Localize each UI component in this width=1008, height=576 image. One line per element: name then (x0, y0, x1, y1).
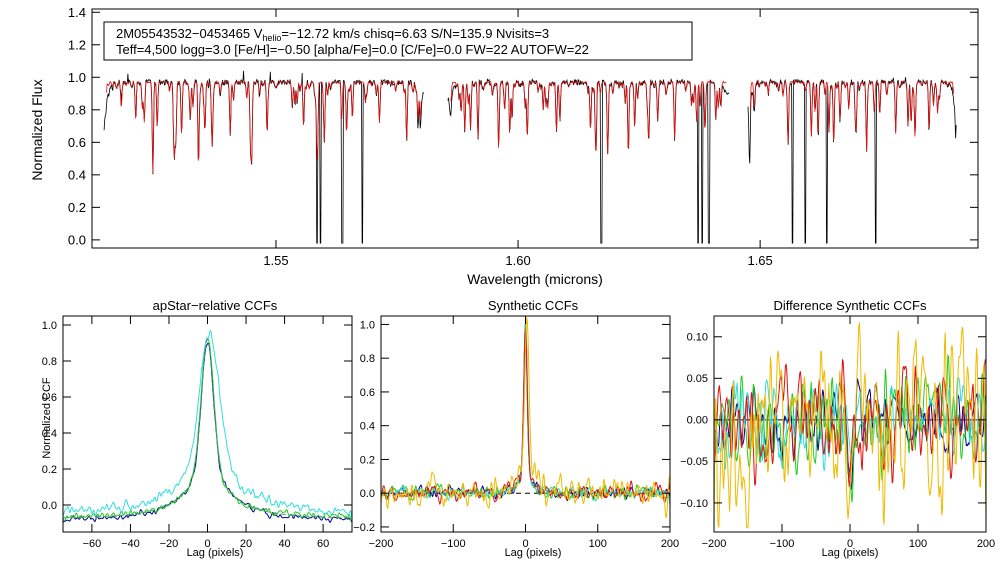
spectrum-ytick-label: 1.2 (68, 37, 86, 52)
ccf1-ytick-label: 1.0 (42, 320, 57, 332)
ccf3-ytick-label: −0.05 (680, 456, 708, 468)
ccf1-ytick-label: 0.8 (42, 356, 57, 368)
ccf1-xtick-label: −20 (160, 538, 179, 550)
annotation-helio-subscript: helio (262, 33, 281, 43)
ccf1-xtick-label: 40 (278, 538, 290, 550)
spectrum-ytick-label: 0.0 (68, 232, 86, 247)
spectrum-ytick-label: 0.2 (68, 200, 86, 215)
annotation-velocity-stats: =−12.72 km/s chisq=6.63 S/N=135.9 Nvisit… (281, 26, 549, 41)
ccf1-series-visit-1 (63, 342, 352, 523)
ccf1-ylabel: Normalized CCF (41, 377, 53, 459)
spectrum-observed-segment-3 (747, 76, 957, 244)
spectrum-axes-frame (91, 8, 979, 249)
ccf3-ytick-label: 0.00 (687, 415, 708, 427)
ccf1-series-visit-3 (63, 329, 352, 521)
ccf1-series-group (63, 329, 352, 523)
spectrum-xtick-label: 1.55 (263, 253, 288, 268)
ccf2-ytick-label: 0.8 (360, 353, 375, 365)
ccf1-xtick-label: 60 (317, 538, 329, 550)
spectrum-annotation-line2: Teff=4,500 logg=3.0 [Fe/H]=−0.50 [alpha/… (116, 42, 589, 57)
spectrum-ytick-label: 0.4 (68, 167, 86, 182)
ccf2-xtick-label: −200 (369, 538, 394, 550)
ccf3-xtick-label: −100 (770, 538, 795, 550)
ccf2-ytick-label: 0.2 (360, 454, 375, 466)
ccf3-xtick-label: 100 (909, 538, 927, 550)
ccf1-series-visit-2 (63, 338, 352, 522)
ccf1-ytick-label: 0.6 (42, 392, 57, 404)
ccf3-xlabel: Lag (pixels) (822, 547, 879, 559)
spectrum-xtick-label: 1.65 (747, 253, 772, 268)
spectrum-synthetic-segment-3 (750, 80, 955, 152)
ccf1-title: apStar−relative CCFs (153, 298, 278, 313)
ccf-panel-synthetic: Synthetic CCFs Lag (pixels) −200 −100 0 100… (353, 298, 679, 559)
spectrum-panel: 2M05543532−0453465 Vhelio=−12.72 km/s ch… (29, 5, 979, 287)
ccf-panel-difference: Difference Synthetic CCFs Lag (pixels) −… (680, 298, 995, 559)
ccf2-series-combined (381, 317, 670, 519)
spectrum-synthetic-segment-1 (106, 80, 422, 173)
ccf3-ytick-label: 0.05 (687, 373, 708, 385)
ccf2-title: Synthetic CCFs (488, 298, 579, 313)
ccf-panel-apstar: apStar−relative CCFs Lag (pixels) Normal… (41, 298, 353, 559)
ccf3-title: Difference Synthetic CCFs (774, 298, 927, 313)
ccf3-series-group (714, 322, 986, 529)
ccf2-ytick-label: 0.4 (360, 421, 375, 433)
ccf2-xtick-label: 200 (661, 538, 679, 550)
ccf1-ytick-label: 0.0 (42, 500, 57, 512)
ccf3-ytick-label: 0.10 (687, 332, 708, 344)
ccf2-xtick-label: 100 (589, 538, 607, 550)
spectrum-annotation-line1: 2M05543532−0453465 Vhelio=−12.72 km/s ch… (116, 26, 549, 43)
spectrum-ytick-label: 0.6 (68, 135, 86, 150)
ccf2-xtick-label: 0 (522, 538, 528, 550)
ccf1-xlabel: Lag (pixels) (187, 547, 244, 559)
ccf3-xtick-label: −200 (702, 538, 727, 550)
ccf3-series-combined (714, 322, 986, 529)
annotation-star-id: 2M05543532−0453465 V (116, 26, 263, 41)
spectrum-ytick-label: 0.8 (68, 102, 86, 117)
ccf3-xtick-label: 200 (977, 538, 995, 550)
spectrum-annotation-box (103, 21, 693, 61)
ccf1-xtick-label: 0 (204, 538, 210, 550)
ccf1-ytick-label: 0.2 (42, 464, 57, 476)
ccf3-series-visit-4 (714, 358, 986, 488)
spectrum-xlabel: Wavelength (microns) (467, 271, 603, 287)
ccf2-series-visit-4 (381, 328, 670, 505)
ccf2-ytick-label: −0.2 (353, 522, 375, 534)
ccf2-ytick-label: 0.6 (360, 387, 375, 399)
ccf1-ytick-label: 0.4 (42, 428, 57, 440)
spectrum-series-group (103, 70, 957, 244)
ccf1-xtick-label: −60 (83, 538, 102, 550)
ccf1-xtick-label: 20 (240, 538, 252, 550)
ccf2-ytick-label: 0.0 (360, 488, 375, 500)
ccf3-ytick-label: −0.10 (680, 498, 708, 510)
spectrum-ytick-label: 1.4 (68, 5, 86, 20)
spectrum-observed-segment-2 (447, 77, 730, 244)
spectrum-synthetic-segment-2 (450, 80, 727, 155)
ccf2-ytick-label: 1.0 (360, 319, 375, 331)
ccf1-series-combined (63, 338, 352, 519)
ccf3-xtick-label: 0 (847, 538, 853, 550)
ccf1-xtick-label: −40 (121, 538, 140, 550)
ccf2-xtick-label: −100 (441, 538, 466, 550)
spectrum-xtick-label: 1.60 (505, 253, 530, 268)
ccf2-xlabel: Lag (pixels) (505, 547, 562, 559)
spectrum-ytick-label: 1.0 (68, 70, 86, 85)
ccf2-series-group (381, 317, 670, 519)
spectrum-observed-segment-1 (103, 70, 424, 244)
ccf1-axes-frame (62, 315, 353, 533)
spectrum-ylabel: Normalized Flux (29, 79, 45, 180)
